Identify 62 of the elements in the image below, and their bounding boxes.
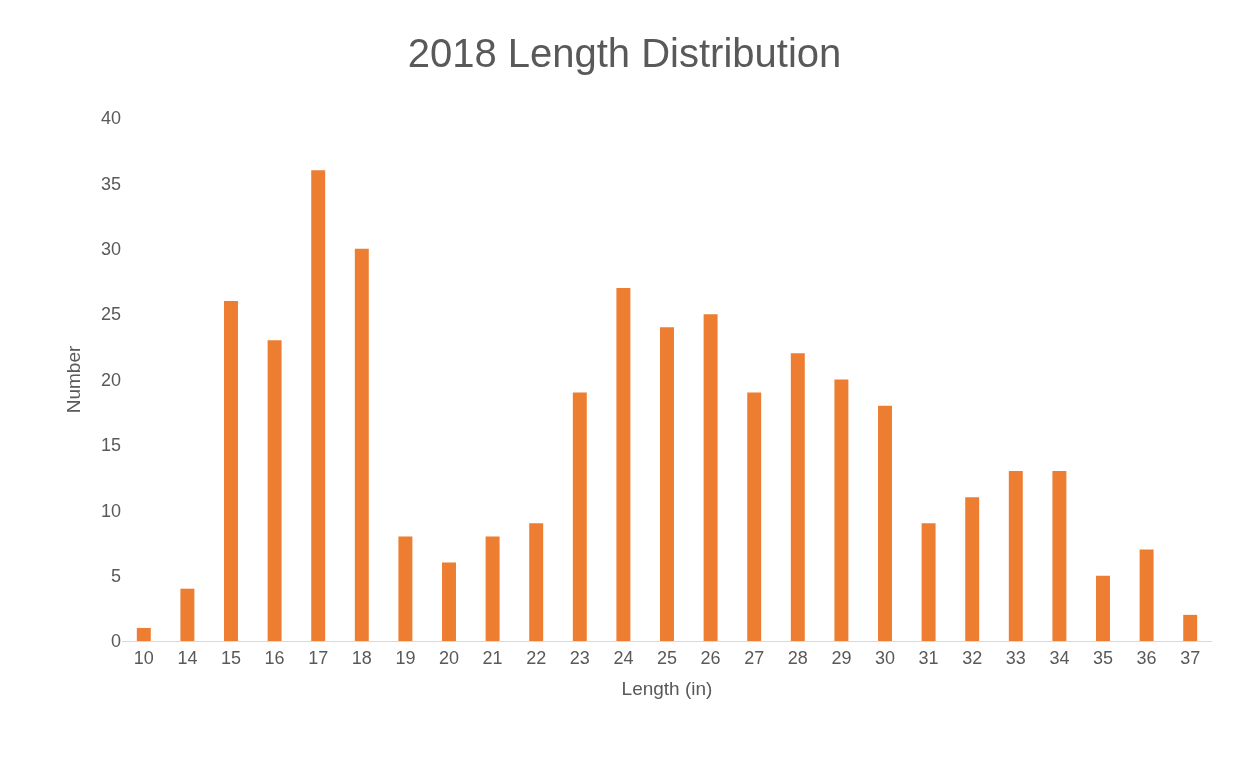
x-tick-label: 27 xyxy=(744,647,765,668)
bar xyxy=(572,392,587,641)
x-tick-label: 30 xyxy=(874,647,896,668)
x-tick-label: 28 xyxy=(787,647,808,668)
bar xyxy=(224,301,238,641)
x-tick-label: 37 xyxy=(1180,647,1201,668)
x-tick-label: 16 xyxy=(264,647,285,668)
bar xyxy=(1139,549,1154,641)
y-tick-label: 35 xyxy=(100,173,121,194)
x-tick-label: 15 xyxy=(220,647,242,668)
y-tick-label: 30 xyxy=(100,239,121,260)
bar xyxy=(878,405,892,641)
bar xyxy=(398,536,413,641)
x-tick-label: 19 xyxy=(395,647,416,668)
bar xyxy=(354,248,369,641)
y-axis-title: Number xyxy=(62,345,84,414)
y-tick-label: 15 xyxy=(100,435,121,456)
bar xyxy=(180,588,195,641)
x-tick-label: 33 xyxy=(1005,647,1026,668)
bar xyxy=(921,523,936,641)
bar xyxy=(442,562,456,641)
bar xyxy=(267,340,282,641)
bar xyxy=(1008,471,1023,641)
bar xyxy=(747,392,762,641)
bar xyxy=(965,497,980,641)
x-tick-label: 22 xyxy=(526,647,547,668)
y-tick-label: 25 xyxy=(100,304,121,325)
bar xyxy=(660,327,674,641)
y-tick-label: 0 xyxy=(110,631,121,652)
chart-title: 2018 Length Distribution xyxy=(407,31,842,76)
bar xyxy=(311,170,326,641)
x-tick-label: 34 xyxy=(1049,647,1070,668)
y-tick-label: 10 xyxy=(100,500,121,521)
bar xyxy=(529,523,544,641)
x-tick-label: 17 xyxy=(308,647,329,668)
bar xyxy=(790,353,805,641)
bar xyxy=(703,314,718,641)
x-tick-label: 35 xyxy=(1092,647,1114,668)
bar xyxy=(834,379,849,641)
x-tick-label: 31 xyxy=(918,647,939,668)
x-tick-label: 18 xyxy=(351,647,372,668)
x-tick-label: 10 xyxy=(133,647,154,668)
bar xyxy=(485,536,500,641)
x-tick-label: 25 xyxy=(656,647,678,668)
x-tick-label: 24 xyxy=(613,647,634,668)
x-tick-label: 26 xyxy=(700,647,721,668)
bar xyxy=(616,287,631,641)
x-tick-label: 21 xyxy=(482,647,503,668)
y-tick-label: 5 xyxy=(110,565,121,586)
bar xyxy=(1096,575,1110,641)
x-tick-label: 14 xyxy=(177,647,198,668)
x-tick-label: 32 xyxy=(962,647,983,668)
x-axis-title: Length (in) xyxy=(621,678,713,700)
x-tick-label: 29 xyxy=(831,647,852,668)
x-tick-label: 23 xyxy=(569,647,590,668)
y-tick-label: 20 xyxy=(100,369,121,390)
bar xyxy=(1183,614,1198,641)
bar xyxy=(1052,471,1067,641)
bar xyxy=(136,627,151,641)
y-tick-label: 40 xyxy=(100,108,121,129)
x-tick-label: 20 xyxy=(438,647,460,668)
x-tick-label: 36 xyxy=(1136,647,1157,668)
